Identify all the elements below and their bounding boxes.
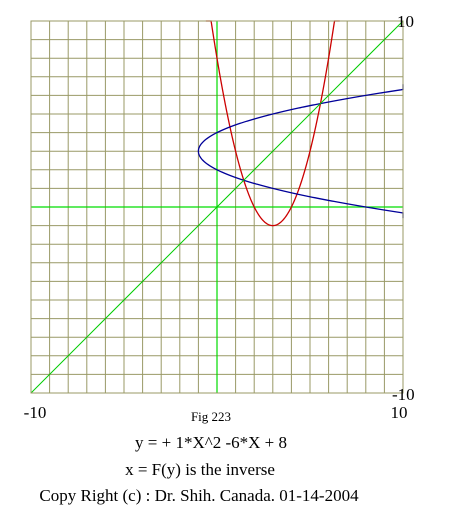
x-min-tick-label: -10 <box>23 403 47 422</box>
y-max-tick-label: 10 <box>397 12 414 31</box>
inverse-caption: x = F(y) is the inverse <box>125 460 275 479</box>
figure-label: Fig 223 <box>190 409 232 424</box>
series-group <box>30 20 404 394</box>
series-line-inverse <box>197 84 404 219</box>
equation-caption: y = + 1*X^2 -6*X + 8 <box>135 433 287 452</box>
x-max-tick-label: 10 <box>390 403 408 422</box>
series-line-parabola <box>205 20 340 227</box>
plot-border <box>30 20 404 394</box>
y-min-tick-label: -10 <box>392 385 415 404</box>
series-line-identity <box>30 20 404 394</box>
copyright-caption: Copy Right (c) : Dr. Shih. Canada. 01-14… <box>39 486 359 505</box>
